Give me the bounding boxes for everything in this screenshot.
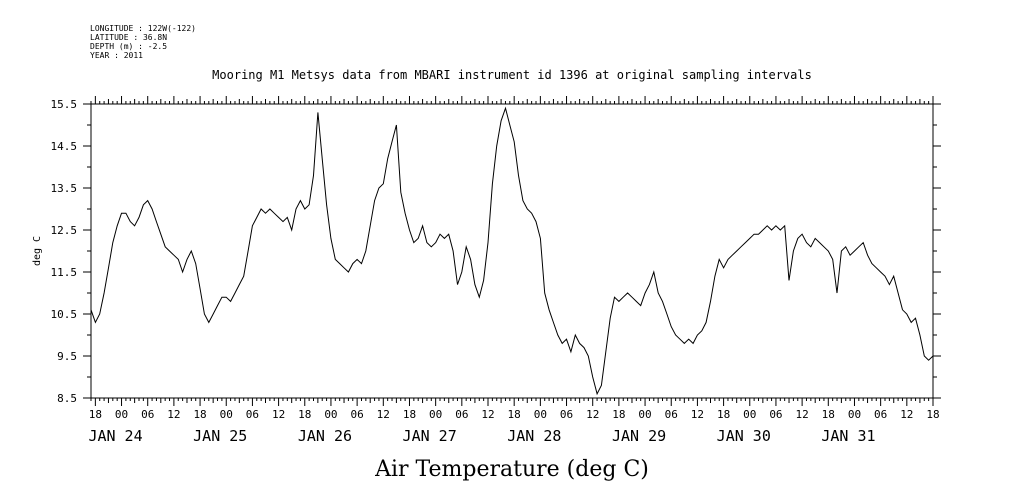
x-hour-label: 00 (848, 408, 861, 421)
y-tick-label: 11.5 (51, 266, 78, 279)
x-hour-label: 00 (743, 408, 756, 421)
x-day-label: JAN 27 (403, 427, 457, 445)
x-hour-label: 06 (350, 408, 363, 421)
x-day-label: JAN 25 (193, 427, 247, 445)
x-hour-label: 12 (272, 408, 285, 421)
header-info: LONGITUDE : 122W(-122) LATITUDE : 36.8N … (90, 24, 196, 60)
x-hour-label: 18 (298, 408, 311, 421)
x-hour-label: 12 (795, 408, 808, 421)
x-day-label: JAN 31 (821, 427, 875, 445)
y-tick-label: 10.5 (51, 308, 78, 321)
x-hour-label: 18 (89, 408, 102, 421)
x-hour-label: 12 (167, 408, 180, 421)
y-tick-label: 12.5 (51, 224, 78, 237)
x-hour-label: 00 (115, 408, 128, 421)
x-hour-label: 18 (717, 408, 730, 421)
header-longitude: LONGITUDE : 122W(-122) (90, 24, 196, 33)
y-tick-label: 14.5 (51, 140, 78, 153)
x-hour-label: 18 (612, 408, 625, 421)
header-year: YEAR : 2011 (90, 51, 143, 60)
series-group (90, 106, 934, 396)
y-tick-label: 15.5 (51, 98, 78, 111)
x-hour-label: 18 (508, 408, 521, 421)
x-axis-ticks: 18 00 06 12 18 00 06 12 18 00 06 12 18 00 06 12 18 00 06 12… (88, 96, 940, 445)
x-day-label: JAN 30 (717, 427, 771, 445)
y-axis-ticks: 8.5 9.5 10.5 11.5 12.5 13.5 14.5 15.5 (51, 98, 941, 405)
x-hour-label: 00 (429, 408, 442, 421)
y-tick-label: 13.5 (51, 182, 78, 195)
x-hour-label: 00 (220, 408, 233, 421)
chart-title: Mooring M1 Metsys data from MBARI instru… (212, 68, 812, 82)
x-hour-label: 00 (324, 408, 337, 421)
y-axis-label: deg C (32, 236, 43, 266)
x-hour-label: 06 (246, 408, 259, 421)
x-hour-label: 06 (141, 408, 154, 421)
x-hour-label: 00 (534, 408, 547, 421)
x-hour-label: 18 (822, 408, 835, 421)
x-day-label: JAN 29 (612, 427, 666, 445)
header-depth: DEPTH (m) : -2.5 (90, 42, 167, 51)
x-hour-label: 06 (455, 408, 468, 421)
x-hour-label: 12 (481, 408, 494, 421)
x-hour-label: 12 (691, 408, 704, 421)
x-hour-label: 18 (403, 408, 416, 421)
x-day-label: JAN 24 (88, 427, 142, 445)
header-latitude: LATITUDE : 36.8N (90, 33, 167, 42)
x-hour-label: 06 (769, 408, 782, 421)
x-hour-label: 18 (926, 408, 939, 421)
series-line (90, 106, 934, 396)
y-tick-label: 9.5 (57, 350, 77, 363)
x-hour-label: 12 (586, 408, 599, 421)
x-day-label: JAN 26 (298, 427, 352, 445)
x-hour-label: 12 (377, 408, 390, 421)
x-hour-label: 12 (900, 408, 913, 421)
x-day-label: JAN 28 (507, 427, 561, 445)
x-hour-label: 06 (874, 408, 887, 421)
x-hour-label: 18 (193, 408, 206, 421)
x-axis-label: Air Temperature (deg C) (374, 457, 649, 482)
x-hour-label: 00 (638, 408, 651, 421)
x-hour-label: 06 (560, 408, 573, 421)
x-hour-label: 06 (665, 408, 678, 421)
y-tick-label: 8.5 (57, 392, 77, 405)
plot-frame (90, 103, 934, 399)
